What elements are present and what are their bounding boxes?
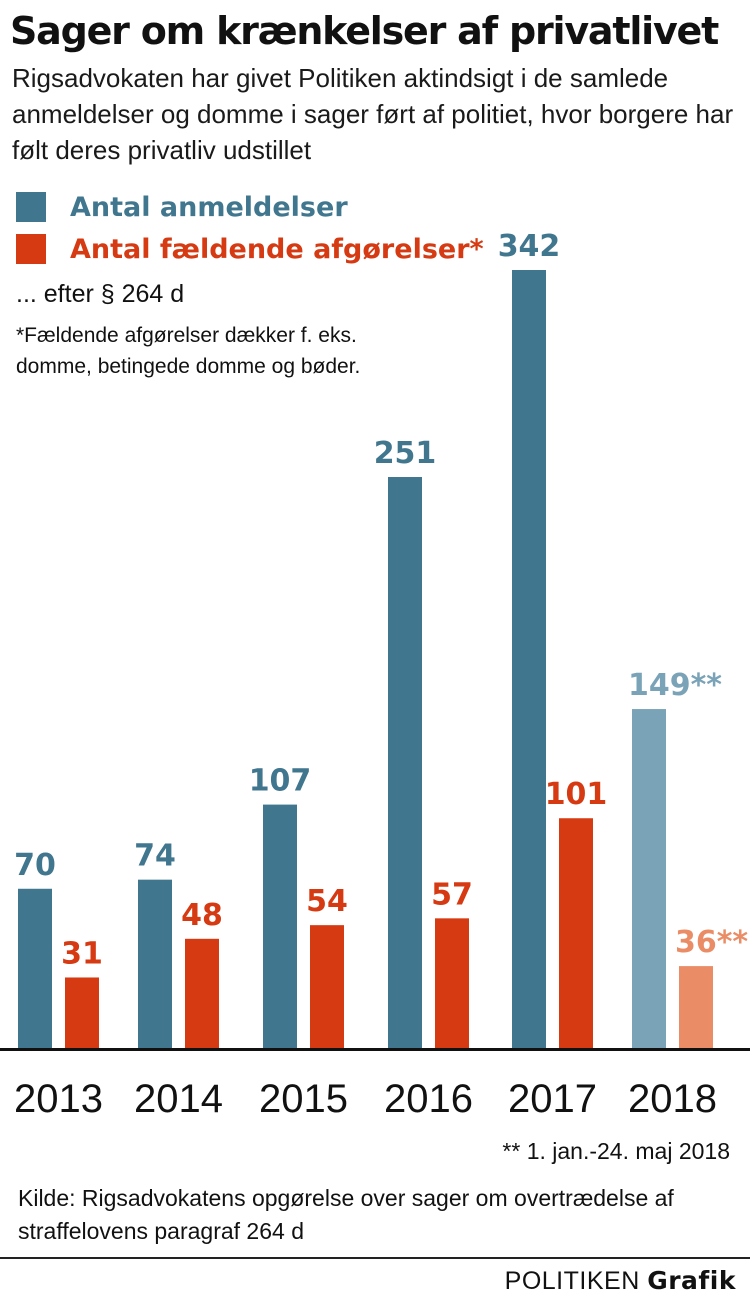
bar-anmeldelser-2016: [388, 477, 422, 1048]
brand-logo: POLITIKEN Grafik: [505, 1266, 736, 1296]
x-tick-label-2016: 2016: [384, 1077, 473, 1121]
source-note: Kilde: Rigsadvokatens opgørelse over sag…: [18, 1185, 674, 1244]
brand-name: POLITIKEN: [504, 1267, 640, 1295]
x-tick-label-2014: 2014: [134, 1077, 223, 1121]
footnote: ** 1. jan.-24. maj 2018: [502, 1138, 730, 1164]
bar-anmeldelser-2013: [18, 888, 52, 1048]
legend-swatch-afgoerelser: [16, 234, 46, 264]
data-label-afgoerelser-2014: 48: [181, 898, 223, 933]
bar-afgoerelser-2015: [310, 925, 344, 1048]
data-label-anmeldelser-2016: 251: [374, 436, 437, 471]
x-axis-baseline: [0, 1048, 750, 1051]
bar-anmeldelser-2015: [263, 804, 297, 1048]
data-label-afgoerelser-2018: 36**: [675, 925, 748, 960]
data-label-afgoerelser-2013: 31: [61, 936, 103, 971]
data-label-afgoerelser-2016: 57: [431, 877, 473, 912]
bar-anmeldelser-2014: [138, 879, 172, 1048]
data-label-anmeldelser-2015: 107: [249, 764, 312, 799]
bar-afgoerelser-2014: [185, 938, 219, 1048]
legend-item-afgoerelser: Antal fældende afgørelser*: [16, 232, 484, 266]
legend-label-afgoerelser: Antal fældende afgørelser*: [70, 233, 484, 265]
divider: [0, 1257, 750, 1259]
data-label-anmeldelser-2017: 342: [498, 229, 561, 264]
bar-anmeldelser-2018: [632, 709, 666, 1048]
data-label-anmeldelser-2014: 74: [134, 839, 176, 874]
x-tick-label-2018: 2018: [628, 1077, 717, 1121]
data-label-anmeldelser-2013: 70: [14, 848, 56, 883]
bar-afgoerelser-2016: [435, 918, 469, 1048]
bar-afgoerelser-2017: [559, 818, 593, 1048]
data-label-afgoerelser-2015: 54: [306, 884, 348, 919]
data-label-afgoerelser-2017: 101: [545, 777, 608, 812]
legend-label-anmeldelser: Antal anmeldelser: [70, 191, 348, 223]
bar-anmeldelser-2017: [512, 270, 546, 1048]
x-tick-label-2013: 2013: [14, 1077, 103, 1121]
legend-item-anmeldelser: Antal anmeldelser: [16, 190, 348, 224]
chart-title: Sager om krænkelser af privatlivet: [10, 9, 719, 53]
data-label-anmeldelser-2018: 149**: [628, 668, 722, 703]
legend-swatch-anmeldelser: [16, 192, 46, 222]
law-note: ... efter § 264 d: [16, 280, 185, 308]
bar-afgoerelser-2018: [679, 966, 713, 1048]
brand-suffix: Grafik: [647, 1266, 736, 1295]
x-tick-label-2017: 2017: [508, 1077, 597, 1121]
x-tick-label-2015: 2015: [259, 1077, 348, 1121]
asterisk-note: *Fældende afgørelser dækker f. eks. domm…: [16, 324, 361, 378]
bar-afgoerelser-2013: [65, 977, 99, 1048]
chart-subtitle: Rigsadvokaten har givet Politiken aktind…: [12, 63, 734, 165]
